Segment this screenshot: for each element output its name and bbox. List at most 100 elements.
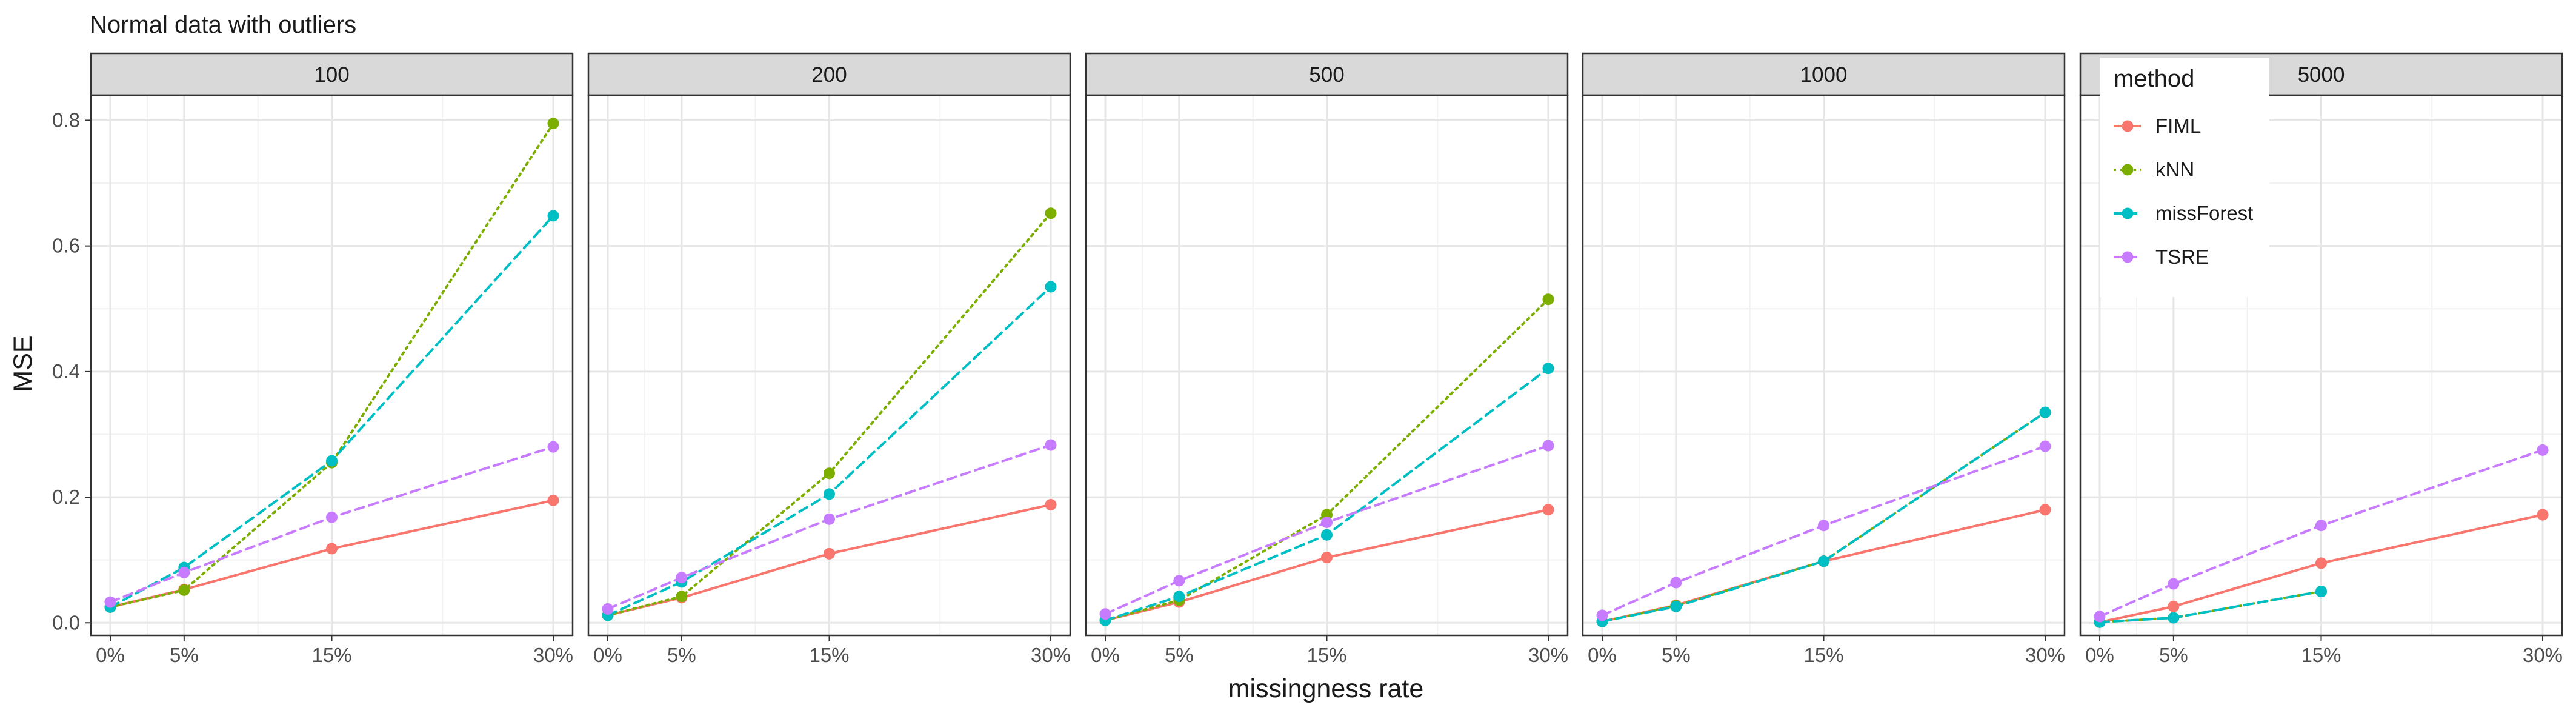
data-point-tsre <box>2168 578 2180 590</box>
data-point-tsre <box>104 596 116 608</box>
x-tick-label: 15% <box>1803 644 1843 666</box>
data-point-tsre <box>326 511 338 523</box>
series-line-tsre <box>1601 445 2046 617</box>
legend-key-point-knn <box>2122 164 2134 176</box>
y-tick-label: 0.0 <box>52 611 80 634</box>
facet-strip-label: 5000 <box>2298 63 2345 87</box>
series-line-missforest <box>109 214 554 609</box>
facet-panel-500: 500 0% 5% 15% 30% <box>1085 52 1569 666</box>
data-point-fiml <box>824 547 835 560</box>
data-point-tsre <box>1818 520 1829 532</box>
data-point-missforest <box>547 210 559 222</box>
data-point-tsre <box>1321 517 1333 529</box>
data-point-missforest <box>1321 529 1333 541</box>
data-point-fiml <box>1045 499 1057 511</box>
series-line-tsre <box>2098 449 2544 618</box>
series-line-tsre <box>1104 444 1549 615</box>
data-point-missforest <box>1670 600 1682 612</box>
data-point-missforest <box>1045 281 1057 293</box>
data-point-knn <box>547 118 559 130</box>
x-tick-label: 5% <box>667 644 696 666</box>
facet-strip <box>587 52 1071 96</box>
facet-strip-label: 1000 <box>1800 63 1848 87</box>
data-point-missforest <box>1818 555 1829 567</box>
data-point-missforest <box>1542 363 1554 375</box>
x-tick-label: 30% <box>2025 644 2065 666</box>
y-tick-label: 0.4 <box>52 360 80 383</box>
data-point-knn <box>178 584 190 596</box>
series-line-missforest <box>607 285 1052 617</box>
data-point-knn <box>676 591 688 603</box>
series-line-fiml <box>607 503 1052 617</box>
series-line-fiml <box>1104 508 1549 622</box>
x-tick-label: 0% <box>2085 644 2114 666</box>
x-tick-label: 0% <box>96 644 125 666</box>
facet-panel-100: 100 0% 5% 15% 30% <box>90 52 574 666</box>
x-tick-label: 15% <box>1306 644 1346 666</box>
x-tick-label: 30% <box>533 644 573 666</box>
series-line-tsre <box>607 444 1052 611</box>
data-point-tsre <box>178 566 190 578</box>
series-line-knn <box>109 122 554 609</box>
legend: method FIML kNN missForest TSRE <box>2100 58 2269 297</box>
data-point-tsre <box>1099 608 1111 620</box>
data-point-knn <box>824 467 835 480</box>
facet-panel-200: 200 0% 5% 15% 30% <box>587 52 1071 666</box>
data-point-tsre <box>1542 440 1554 452</box>
x-tick-label: 30% <box>1031 644 1071 666</box>
series-line-fiml <box>109 499 554 609</box>
series-line-missforest <box>1104 367 1549 622</box>
x-tick-label: 15% <box>311 644 351 666</box>
data-point-tsre <box>2537 444 2549 456</box>
x-tick-label: 0% <box>1091 644 1120 666</box>
series-line-knn <box>607 212 1052 617</box>
data-point-fiml <box>1321 552 1333 564</box>
facet-strip-label: 500 <box>1309 63 1344 87</box>
series-line-tsre <box>109 446 554 604</box>
series-line-knn <box>1104 298 1549 622</box>
legend-key-point-missforest <box>2122 207 2134 219</box>
data-point-tsre <box>1173 575 1185 587</box>
data-point-missforest <box>326 455 338 467</box>
y-axis-label: MSE <box>8 335 38 392</box>
data-point-fiml <box>1542 504 1554 516</box>
legend-entry-label: FIML <box>2155 115 2201 137</box>
data-point-missforest <box>2315 585 2327 597</box>
facet-panel-1000: 1000 0% 5% 15% 30% <box>1582 52 2066 666</box>
x-tick-label: 15% <box>2301 644 2341 666</box>
x-tick-label: 5% <box>1165 644 1194 666</box>
y-tick-label: 0.6 <box>52 235 80 257</box>
facet-panels: 0.0 0.2 0.4 0.6 0.8 100 0% 5% 15% 30% 200 0% 5% 15% 30… <box>52 52 2563 666</box>
data-point-fiml <box>326 543 338 555</box>
data-point-fiml <box>2315 557 2327 569</box>
facet-strip-label: 100 <box>314 63 349 87</box>
x-tick-label: 0% <box>1588 644 1617 666</box>
data-point-tsre <box>547 441 559 453</box>
legend-entry-label: missForest <box>2155 202 2253 224</box>
series-line-fiml <box>2098 514 2544 624</box>
data-point-tsre <box>2039 440 2051 452</box>
y-tick-label: 0.8 <box>52 109 80 131</box>
x-tick-label: 5% <box>2159 644 2188 666</box>
data-point-fiml <box>547 494 559 506</box>
data-point-tsre <box>602 603 614 615</box>
x-axis-label: missingness rate <box>1228 674 1424 703</box>
facet-strip <box>90 52 574 96</box>
data-point-missforest <box>1173 591 1185 603</box>
x-tick-label: 5% <box>170 644 199 666</box>
data-point-fiml <box>2537 509 2549 521</box>
data-point-knn <box>1045 207 1057 219</box>
data-point-tsre <box>824 513 835 525</box>
data-point-missforest <box>2039 406 2051 418</box>
legend-entry-label: kNN <box>2155 158 2194 181</box>
x-tick-label: 0% <box>593 644 622 666</box>
legend-key-point-fiml <box>2122 120 2134 132</box>
legend-entry-label: TSRE <box>2155 246 2209 268</box>
legend-key-point-tsre <box>2122 251 2134 263</box>
data-point-fiml <box>2168 600 2180 612</box>
data-point-tsre <box>2094 611 2106 623</box>
data-point-tsre <box>1045 439 1057 451</box>
x-tick-label: 5% <box>1662 644 1691 666</box>
facet-strip-label: 200 <box>811 63 847 87</box>
data-point-missforest <box>824 488 835 500</box>
